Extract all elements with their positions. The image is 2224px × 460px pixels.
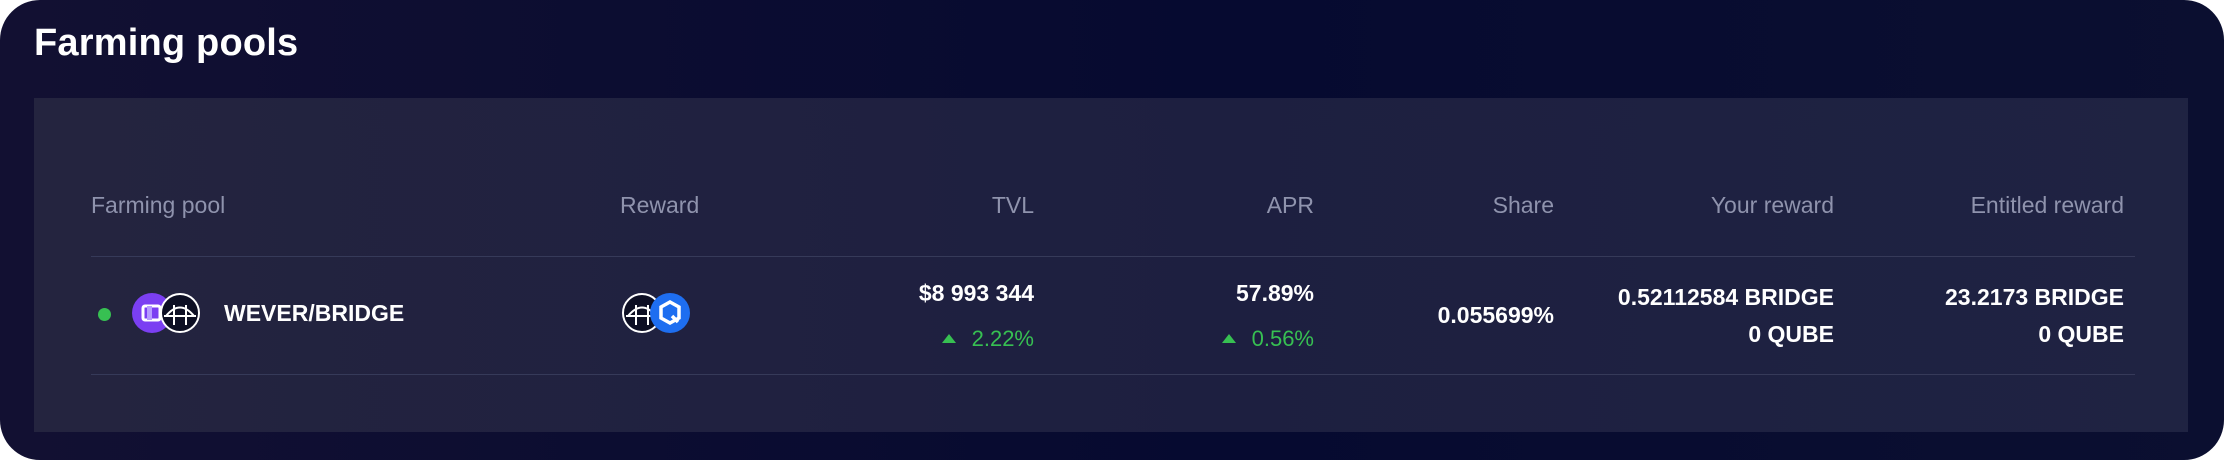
header-divider [91, 256, 2135, 257]
your-reward-bridge: 0.52112584 BRIDGE [1617, 284, 1834, 310]
tvl-value: $8 993 344 [918, 280, 1034, 306]
column-header-reward: Reward [620, 192, 700, 218]
column-header-share: Share [1492, 192, 1554, 218]
qube-token-icon [650, 293, 690, 333]
active-status-dot [98, 308, 111, 321]
tvl-change: 2.22% [814, 326, 1034, 352]
column-header-apr: APR [1266, 192, 1314, 218]
farming-pools-table: Farming pool Reward TVL APR Share Your r… [34, 98, 2188, 432]
entitled-reward-qube: 0 QUBE [2038, 321, 2124, 347]
apr-value: 57.89% [1235, 280, 1314, 306]
share-value: 0.055699% [1437, 302, 1554, 328]
apr-change: 0.56% [1094, 326, 1314, 352]
arrow-up-icon [941, 334, 956, 343]
bridge-token-icon [160, 293, 200, 333]
arrow-up-icon [1221, 334, 1236, 343]
page-title: Farming pools [34, 22, 299, 64]
pool-name[interactable]: WEVER/BRIDGE [224, 300, 405, 326]
entitled-reward-bridge: 23.2173 BRIDGE [1945, 284, 2124, 310]
column-header-your-reward: Your reward [1710, 192, 1834, 218]
row-divider [91, 374, 2135, 375]
your-reward-qube: 0 QUBE [1748, 321, 1834, 347]
column-header-tvl: TVL [991, 192, 1034, 218]
column-header-farming-pool: Farming pool [91, 192, 226, 218]
column-header-entitled-reward: Entitled reward [1970, 192, 2124, 218]
